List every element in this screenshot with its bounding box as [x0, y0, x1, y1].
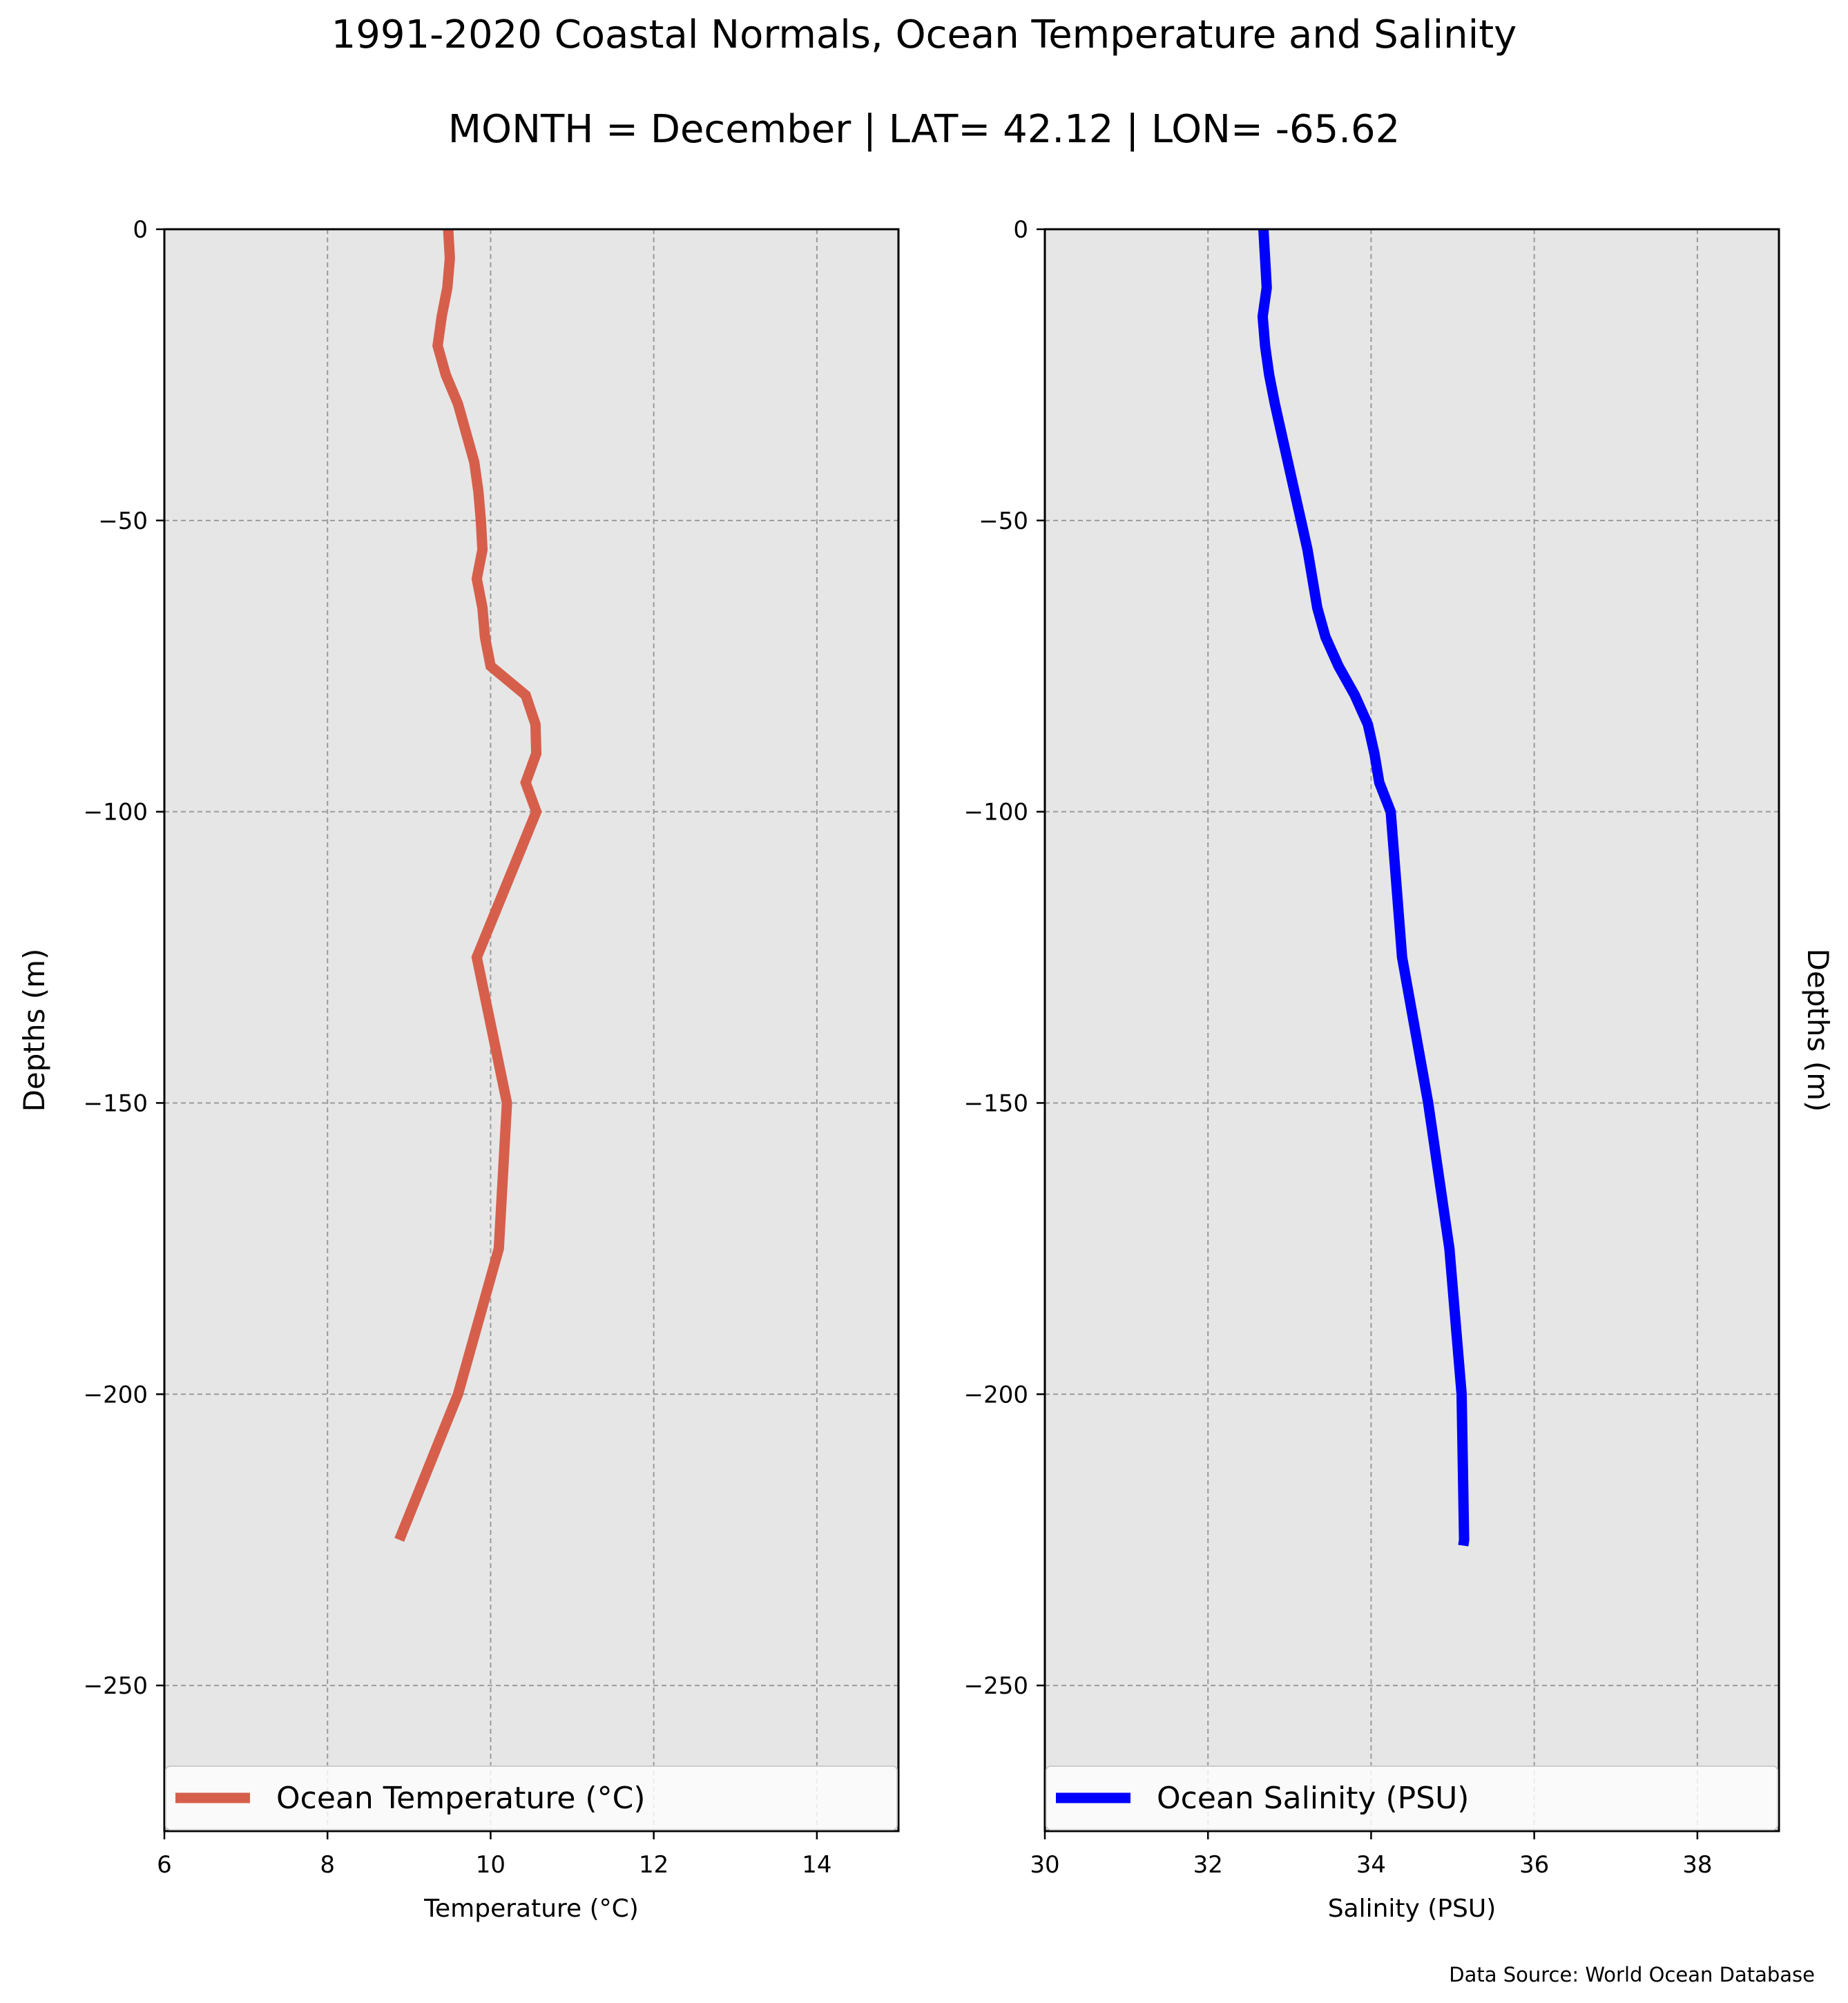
salinity-y-axis-label: Depths (m) [1801, 949, 1835, 1112]
temperature-axes-frame [163, 228, 900, 1832]
temperature-y-tick-label: −250 [84, 1672, 148, 1700]
temperature-y-tick-label: −200 [84, 1381, 148, 1409]
salinity-x-axis-label: Salinity (PSU) [1328, 1895, 1496, 1923]
temperature-x-axis-label: Temperature (°C) [423, 1895, 639, 1923]
temperature-y-tick-label: −50 [98, 507, 148, 535]
salinity-x-tick-label: 30 [1030, 1851, 1059, 1879]
salinity-x-tick-label: 34 [1356, 1851, 1386, 1879]
figure-subtitle: MONTH = December | LAT= 42.12 | LON= -65… [447, 107, 1401, 152]
salinity-profile-panel: 30 32 34 36 38 0 −50 −100 −150 −200 −250 Salinity (… [964, 216, 1835, 1923]
temperature-y-tick-label: −100 [84, 799, 148, 826]
salinity-y-tick-label: −150 [964, 1090, 1028, 1117]
salinity-y-tick-label: −200 [964, 1381, 1028, 1409]
temperature-x-tick-label: 10 [476, 1851, 506, 1879]
temperature-y-tick-label: 0 [133, 216, 148, 244]
figure-title: 1991-2020 Coastal Normals, Ocean Tempera… [331, 12, 1517, 57]
salinity-x-tick-label: 36 [1519, 1851, 1549, 1879]
temperature-y-axis-label: Depths (m) [17, 949, 51, 1112]
data-source-note: Data Source: World Ocean Database [1449, 1963, 1815, 1986]
temperature-profile-panel: 6 8 10 12 14 0 −50 −100 −150 −200 −250 Temperature … [17, 216, 900, 1923]
temperature-x-tick-label: 6 [157, 1851, 172, 1879]
salinity-y-tick-label: −100 [964, 799, 1028, 826]
temperature-legend-box [165, 1765, 898, 1830]
salinity-y-tick-label: −50 [979, 507, 1028, 535]
salinity-y-tick-label: 0 [1013, 216, 1028, 244]
temperature-x-tick-label: 14 [802, 1851, 831, 1879]
salinity-y-tick-label: −250 [964, 1672, 1028, 1700]
temperature-x-tick-label: 8 [320, 1851, 335, 1879]
salinity-x-tick-label: 32 [1193, 1851, 1223, 1879]
salinity-axes-frame [1043, 228, 1780, 1832]
salinity-legend-label: Ocean Salinity (PSU) [1157, 1781, 1469, 1816]
salinity-x-tick-label: 38 [1682, 1851, 1712, 1879]
temperature-y-tick-label: −150 [84, 1090, 148, 1117]
temperature-legend-label: Ocean Temperature (°C) [276, 1781, 646, 1816]
temperature-x-tick-label: 12 [639, 1851, 668, 1879]
temperature-series-line [394, 229, 542, 1542]
temperature-plot-area [164, 229, 898, 1831]
salinity-series-line [1257, 229, 1470, 1547]
salinity-legend-box [1046, 1765, 1778, 1830]
